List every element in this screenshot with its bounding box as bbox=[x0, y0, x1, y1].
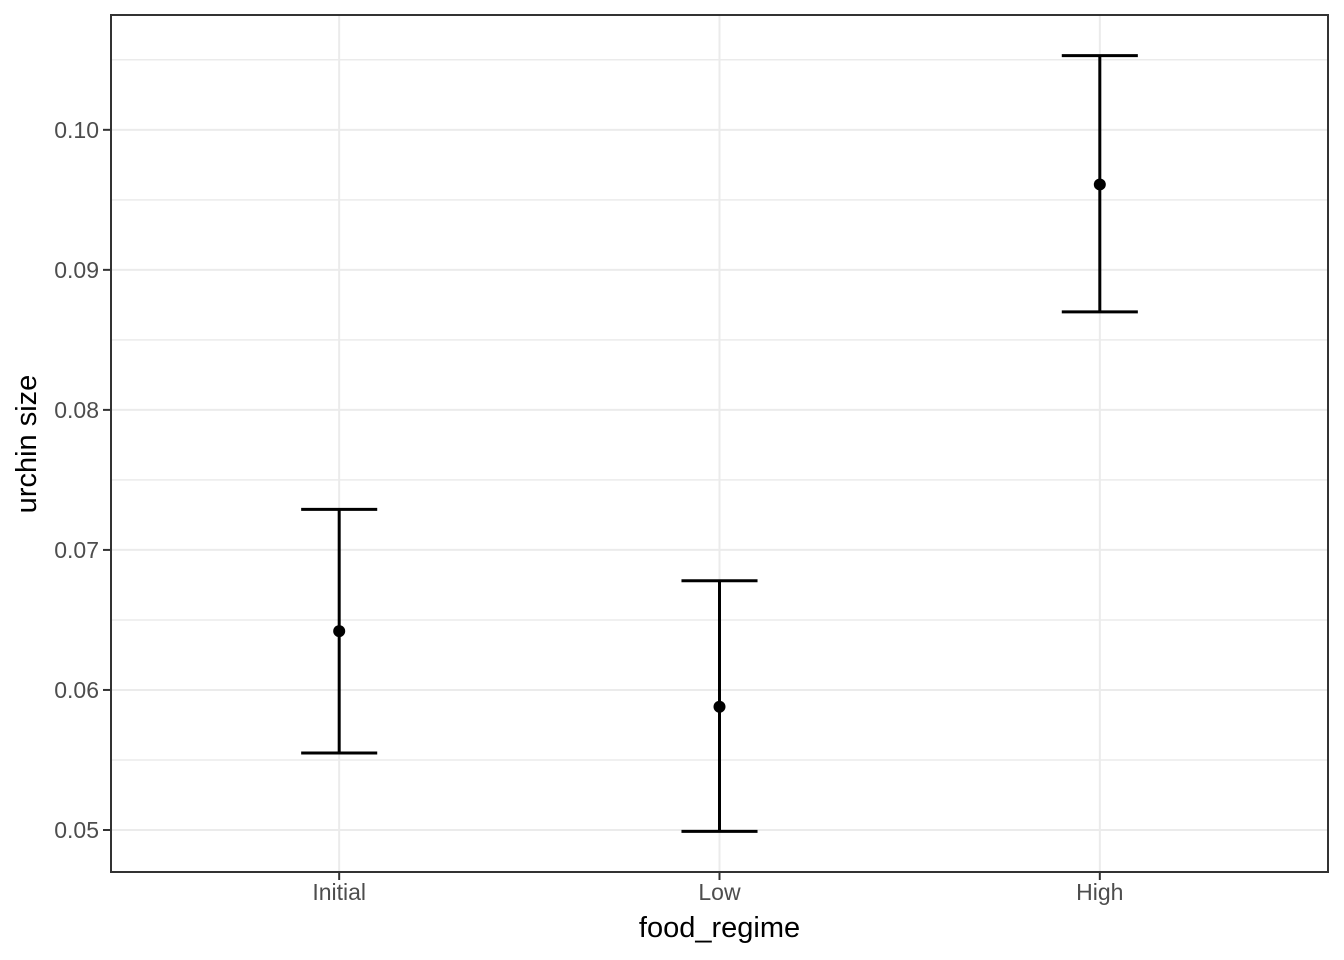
data-point bbox=[333, 625, 346, 638]
y-axis-tick-label: 0.05 bbox=[54, 816, 99, 843]
data-point bbox=[713, 700, 726, 713]
x-axis-title: food_regime bbox=[638, 912, 801, 944]
y-axis-tick-label: 0.07 bbox=[54, 536, 99, 563]
x-axis-tick-label: High bbox=[1076, 879, 1124, 905]
data-point bbox=[1093, 178, 1106, 191]
y-axis-tick-label: 0.10 bbox=[54, 116, 99, 143]
y-axis-tick-label: 0.09 bbox=[54, 256, 99, 283]
x-axis-tick-label: Low bbox=[698, 879, 741, 905]
x-axis-tick-label: Initial bbox=[312, 879, 367, 905]
y-axis-tick-label: 0.06 bbox=[54, 676, 99, 703]
y-axis-title: urchin size bbox=[11, 374, 43, 513]
y-axis-tick-label: 0.08 bbox=[54, 396, 99, 423]
